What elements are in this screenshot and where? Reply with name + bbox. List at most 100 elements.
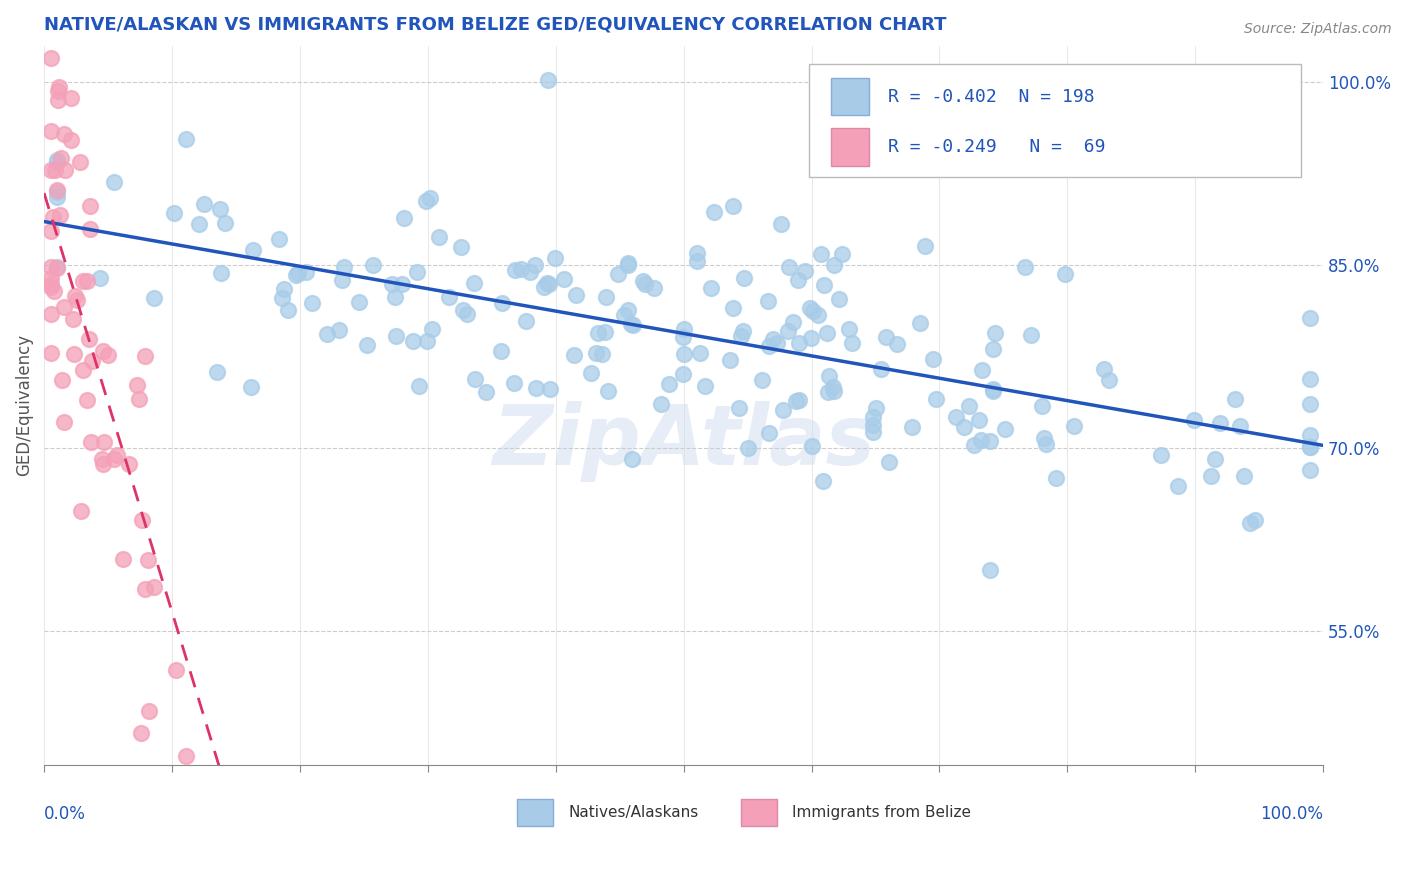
Point — [673, 322, 696, 336]
Bar — [741, 799, 778, 826]
Bar — [831, 128, 869, 166]
Point — [209, 202, 232, 217]
Point — [598, 384, 620, 398]
Point — [384, 329, 406, 343]
Point — [402, 334, 425, 349]
Point — [294, 265, 316, 279]
Point — [981, 382, 1004, 396]
Point — [972, 363, 994, 377]
Point — [673, 347, 696, 361]
Point — [815, 326, 838, 340]
Point — [1204, 452, 1226, 467]
Point — [728, 401, 751, 415]
Point — [79, 434, 101, 449]
Point — [686, 254, 709, 268]
Point — [957, 399, 980, 413]
Point — [1031, 400, 1053, 414]
Point — [914, 239, 936, 253]
Point — [53, 127, 76, 141]
Point — [103, 175, 125, 189]
Point — [730, 329, 752, 343]
Point — [45, 153, 67, 167]
Text: 0.0%: 0.0% — [44, 805, 86, 822]
Point — [39, 277, 62, 291]
Point — [634, 277, 657, 292]
Point — [44, 284, 66, 298]
Point — [817, 384, 839, 399]
Point — [437, 290, 460, 304]
Point — [129, 725, 152, 739]
Point — [579, 366, 602, 380]
Point — [63, 347, 86, 361]
Point — [193, 197, 215, 211]
Point — [793, 263, 815, 277]
Point — [981, 384, 1004, 398]
Point — [63, 289, 86, 303]
Point — [593, 325, 616, 339]
Point — [138, 704, 160, 718]
Point — [620, 318, 643, 332]
Point — [766, 336, 789, 351]
Point — [142, 580, 165, 594]
Point — [1199, 468, 1222, 483]
Point — [194, 806, 217, 821]
Point — [491, 343, 513, 358]
Point — [66, 293, 89, 307]
Point — [46, 93, 69, 107]
Point — [39, 345, 62, 359]
Text: Natives/Alaskans: Natives/Alaskans — [568, 805, 699, 820]
Point — [1299, 440, 1322, 454]
Point — [823, 384, 845, 398]
Point — [82, 353, 104, 368]
Bar — [517, 799, 553, 826]
Point — [831, 247, 853, 261]
Point — [838, 322, 860, 336]
Point — [91, 451, 114, 466]
Point — [475, 384, 498, 399]
Point — [617, 303, 640, 318]
Point — [1014, 260, 1036, 274]
Point — [703, 205, 725, 219]
Point — [821, 380, 844, 394]
Point — [811, 474, 834, 488]
Point — [134, 582, 156, 597]
Point — [879, 455, 901, 469]
Point — [187, 217, 209, 231]
Point — [925, 392, 948, 407]
Point — [176, 749, 198, 764]
Point — [39, 280, 62, 294]
Point — [617, 256, 640, 270]
Point — [277, 303, 299, 318]
Point — [537, 73, 560, 87]
Point — [76, 275, 98, 289]
Point — [384, 290, 406, 304]
Point — [721, 198, 744, 212]
Point — [862, 410, 884, 425]
Text: NATIVE/ALASKAN VS IMMIGRANTS FROM BELIZE GED/EQUIVALENCY CORRELATION CHART: NATIVE/ALASKAN VS IMMIGRANTS FROM BELIZE… — [44, 15, 946, 33]
Point — [53, 415, 76, 429]
Point — [131, 513, 153, 527]
Point — [672, 368, 695, 382]
Point — [93, 435, 115, 450]
Point — [979, 563, 1001, 577]
Point — [420, 322, 443, 336]
Point — [45, 260, 67, 275]
Point — [288, 806, 311, 821]
Point — [72, 362, 94, 376]
Point — [243, 806, 266, 821]
Point — [45, 154, 67, 169]
Point — [39, 51, 62, 65]
Point — [772, 403, 794, 417]
Point — [1182, 413, 1205, 427]
Point — [785, 394, 807, 409]
Point — [921, 352, 943, 367]
Point — [316, 326, 339, 341]
Point — [49, 151, 72, 165]
Point — [392, 211, 415, 226]
Point — [103, 452, 125, 467]
Point — [79, 222, 101, 236]
Point — [408, 378, 430, 392]
Point — [1054, 268, 1077, 282]
Point — [427, 230, 450, 244]
Point — [69, 155, 91, 169]
